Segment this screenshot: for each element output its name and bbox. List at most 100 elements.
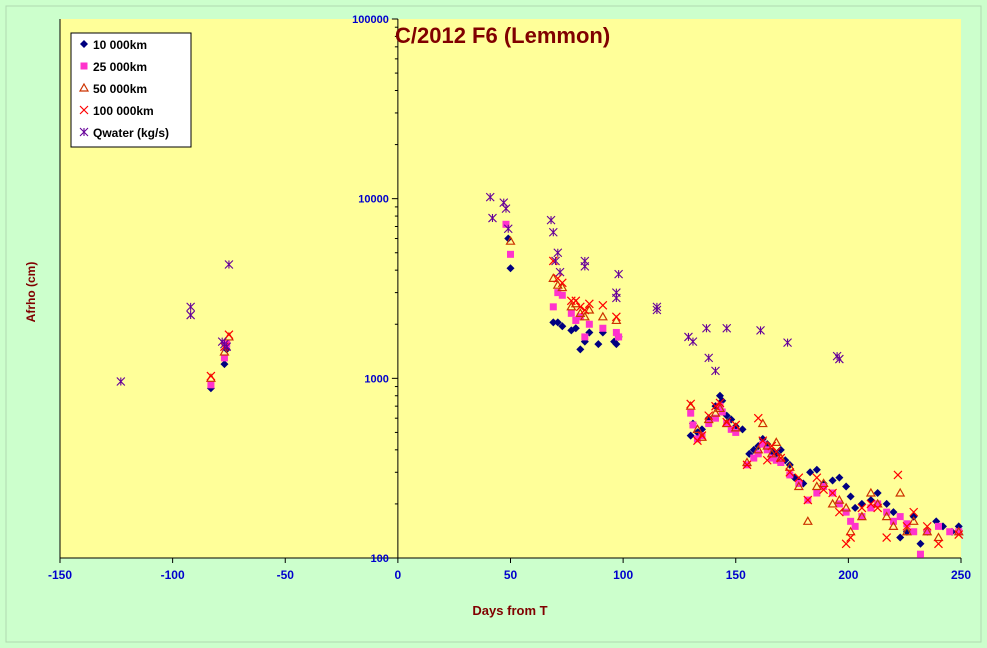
data-point	[835, 473, 844, 482]
data-point	[697, 431, 707, 441]
data-point	[766, 448, 777, 458]
data-point	[731, 420, 741, 430]
data-point	[908, 516, 919, 525]
data-point	[551, 256, 560, 266]
data-point	[689, 421, 697, 429]
data-point	[758, 436, 768, 446]
data-point	[873, 489, 882, 498]
data-point	[813, 489, 821, 497]
data-point	[723, 420, 731, 428]
data-point	[903, 520, 911, 528]
data-point	[916, 550, 924, 558]
data-point	[753, 444, 764, 454]
data-point	[503, 224, 513, 234]
data-point	[811, 481, 822, 491]
data-point	[224, 260, 234, 269]
data-point	[688, 337, 698, 347]
data-point	[902, 527, 911, 536]
data-point	[909, 507, 919, 517]
data-point	[585, 320, 593, 328]
data-point	[812, 473, 822, 483]
data-point	[553, 248, 563, 258]
x-axis-label: Days from T	[472, 603, 547, 618]
data-point	[558, 322, 567, 331]
x-tick-label: -50	[277, 568, 295, 582]
data-point	[851, 503, 860, 512]
data-point	[704, 411, 714, 421]
data-point	[771, 447, 781, 457]
data-point	[612, 340, 621, 349]
data-point	[882, 533, 892, 542]
data-point	[597, 311, 608, 321]
data-point	[687, 409, 695, 417]
data-point	[767, 441, 777, 451]
data-point	[783, 338, 792, 348]
legend-marker-0	[80, 40, 88, 48]
data-point	[756, 325, 765, 335]
data-point	[872, 498, 883, 508]
data-point	[222, 342, 232, 352]
data-point	[846, 492, 855, 501]
data-point	[794, 473, 804, 483]
legend: 10 000km 25 000km 50 000km 100 000km Qwater …	[70, 32, 192, 148]
x-tick-label: 250	[951, 568, 971, 582]
y-tick-label: 1000	[364, 373, 388, 385]
data-point	[845, 526, 856, 536]
legend-label-1: 25 000km	[93, 60, 147, 74]
data-point	[611, 293, 621, 303]
data-point	[702, 323, 711, 333]
data-point	[762, 455, 772, 465]
data-point	[186, 310, 196, 320]
data-point	[686, 431, 695, 440]
data-point	[754, 450, 762, 458]
data-point	[858, 513, 866, 521]
data-point	[611, 312, 621, 322]
data-point	[207, 381, 215, 389]
data-point	[557, 282, 568, 292]
data-point	[841, 502, 852, 512]
data-point	[742, 460, 752, 470]
data-point	[711, 414, 719, 422]
data-point	[572, 316, 580, 324]
data-point	[759, 440, 767, 448]
data-point	[116, 377, 126, 386]
data-point	[507, 250, 514, 258]
data-point	[856, 511, 867, 521]
data-point	[711, 401, 720, 411]
data-point	[847, 517, 855, 525]
data-point	[895, 487, 906, 497]
tick-labels: -150 -100 -50 0 50 100 150 200 250 100 1000 10000 10…	[48, 14, 971, 582]
data-point	[922, 521, 932, 531]
data-point	[910, 528, 918, 536]
data-point	[784, 462, 795, 471]
data-point	[946, 528, 954, 536]
data-point	[866, 499, 876, 509]
data-point	[776, 445, 785, 454]
data-point	[803, 495, 813, 505]
data-point	[711, 366, 720, 376]
data-point	[555, 267, 565, 277]
data-point	[934, 539, 943, 549]
data-point	[902, 521, 912, 531]
y-axis-label: Afrho (cm)	[24, 262, 38, 323]
data-point	[802, 516, 813, 525]
data-point	[206, 371, 216, 381]
chart-frame	[5, 5, 982, 643]
data-point	[732, 428, 740, 436]
data-point	[575, 302, 585, 312]
data-point	[842, 508, 850, 516]
legend-marker-2	[78, 82, 90, 92]
y-tick-label: 100	[371, 553, 389, 565]
legend-box	[70, 32, 192, 148]
y-tick-label: 100000	[352, 14, 389, 26]
data-point	[793, 481, 804, 491]
data-point	[703, 414, 714, 424]
data-point	[750, 454, 758, 462]
data-point	[697, 425, 706, 434]
data-point	[841, 539, 851, 549]
data-point	[722, 323, 732, 333]
data-point	[842, 482, 851, 491]
data-point	[584, 299, 594, 309]
data-point	[727, 425, 735, 433]
